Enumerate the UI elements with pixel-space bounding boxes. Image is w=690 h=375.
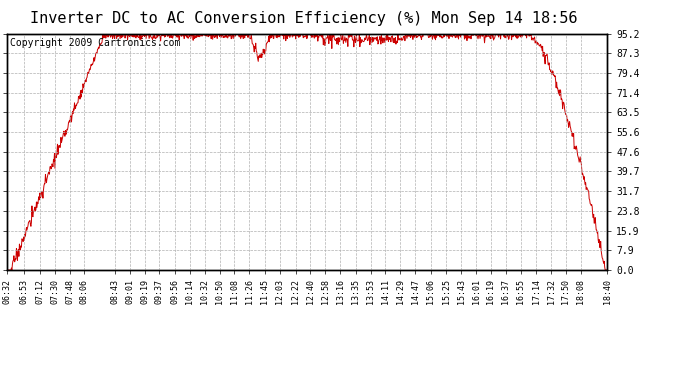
Text: Copyright 2009 Cartronics.com: Copyright 2009 Cartronics.com xyxy=(10,39,180,48)
Text: Inverter DC to AC Conversion Efficiency (%) Mon Sep 14 18:56: Inverter DC to AC Conversion Efficiency … xyxy=(30,11,578,26)
